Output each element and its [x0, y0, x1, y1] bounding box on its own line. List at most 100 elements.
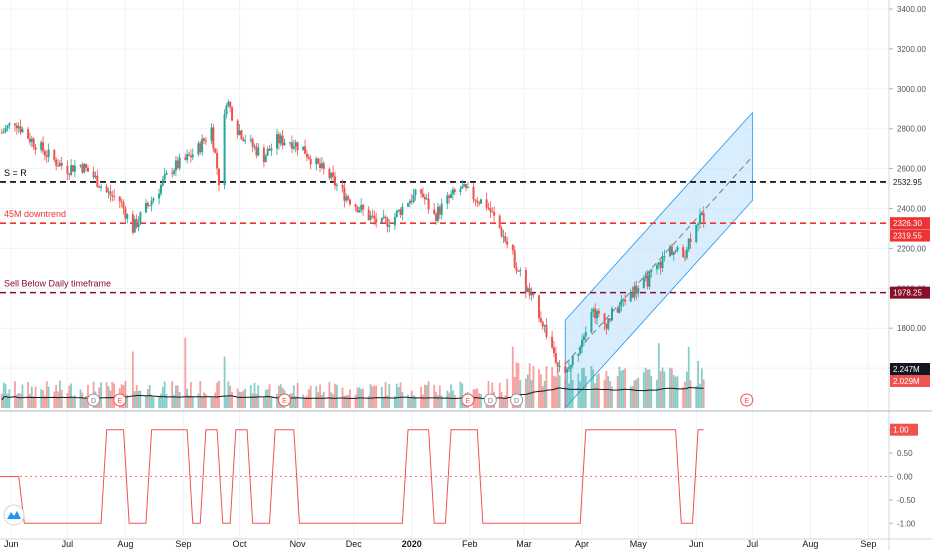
volume-bar	[100, 382, 102, 408]
candle-body	[305, 153, 308, 158]
candle-body	[524, 270, 527, 293]
volume-bar	[66, 393, 69, 408]
candle-body	[334, 176, 337, 186]
candle-body	[148, 205, 151, 207]
event-marker-circle	[740, 393, 754, 407]
candle-body	[96, 175, 99, 188]
candle-body	[262, 147, 265, 163]
candle-body	[189, 155, 192, 158]
candle-body	[683, 257, 686, 259]
candle-body	[538, 295, 541, 319]
candle-body	[577, 353, 580, 356]
volume-bar	[197, 393, 200, 408]
volume-bar	[216, 382, 219, 408]
candle-body	[290, 142, 293, 149]
volume-bar	[622, 369, 625, 408]
volume-bar	[186, 388, 189, 408]
candle-body	[42, 142, 45, 152]
candle-body	[498, 215, 501, 229]
candle-body	[249, 139, 252, 141]
volume-bar	[564, 379, 567, 408]
osc-tick-label: -0.50	[897, 496, 916, 505]
volume-bar	[571, 379, 574, 408]
volume-bar	[461, 383, 464, 408]
volume-bar	[124, 380, 127, 408]
price-tick-label: 3200.00	[897, 45, 926, 54]
candle-body	[86, 168, 89, 172]
candle-body	[472, 186, 475, 200]
volume-bar	[276, 393, 278, 408]
candle-body	[113, 195, 116, 197]
volume-bar	[40, 389, 43, 408]
candle-body	[528, 288, 531, 296]
volume-bar	[453, 394, 456, 408]
price-tick-label: 3000.00	[897, 85, 926, 94]
volume-bar	[158, 397, 160, 408]
volume-bar	[152, 397, 155, 408]
volume-bar	[697, 360, 699, 408]
candle-body	[517, 270, 520, 272]
volume-bar	[44, 395, 46, 408]
candle-body	[60, 162, 63, 166]
event-marker-icon: D	[510, 393, 524, 407]
candle-body	[446, 195, 449, 204]
candle-body	[433, 209, 436, 215]
level-price-tag-text: 1978.25	[893, 289, 922, 298]
candle-body	[607, 318, 610, 329]
candle-body	[43, 151, 46, 156]
volume-bar	[190, 381, 192, 408]
volume-bar	[633, 380, 636, 408]
candle-body	[348, 199, 351, 205]
candle-body	[700, 213, 703, 216]
volume-bar	[519, 379, 522, 408]
time-tick-label: Aug	[802, 539, 818, 549]
volume-bar	[60, 389, 63, 408]
volume-bar	[360, 389, 363, 408]
candle-body	[463, 184, 466, 187]
candle-body	[98, 187, 101, 189]
candle-body	[109, 191, 112, 196]
volume-bar	[83, 397, 86, 408]
time-tick-label: Mar	[516, 539, 532, 549]
volume-bar	[656, 379, 658, 408]
time-tick-label: Jul	[747, 539, 759, 549]
candle-body	[569, 365, 572, 368]
volume-bar	[251, 393, 254, 408]
volume-bar	[163, 381, 166, 408]
price-tick-label: 3400.00	[897, 5, 926, 14]
volume-bar	[423, 384, 426, 408]
volume-bar	[332, 394, 335, 408]
event-marker-icon: D	[87, 393, 101, 407]
candle-body	[425, 198, 428, 200]
candle-body	[92, 171, 95, 178]
volume-bar	[682, 387, 685, 408]
candle-body	[302, 146, 305, 151]
candle-body	[320, 163, 323, 168]
candle-body	[616, 308, 619, 313]
price-tick-label: 2200.00	[897, 244, 926, 253]
candle-body	[270, 148, 273, 151]
volume-bar	[133, 391, 136, 408]
candle-body	[322, 163, 325, 170]
tradingview-logo-icon[interactable]	[3, 504, 25, 526]
volume-bar	[72, 397, 74, 408]
candle-body	[650, 269, 653, 273]
osc-line	[0, 429, 704, 524]
candle-body	[637, 288, 640, 294]
candle-body	[545, 324, 548, 337]
candle-body	[479, 199, 482, 204]
candle-body	[30, 138, 33, 143]
volume-bar	[433, 384, 436, 408]
candle-body	[646, 275, 649, 287]
volume-bar	[551, 367, 554, 408]
candle-body	[584, 332, 587, 337]
volume-bar	[148, 385, 151, 408]
candle-body	[541, 321, 544, 327]
volume-bar	[569, 364, 572, 408]
volume-bar	[334, 383, 336, 408]
grid	[0, 0, 889, 539]
candle-body	[532, 293, 535, 296]
candle-body	[330, 172, 333, 179]
volume-bar	[42, 390, 44, 408]
